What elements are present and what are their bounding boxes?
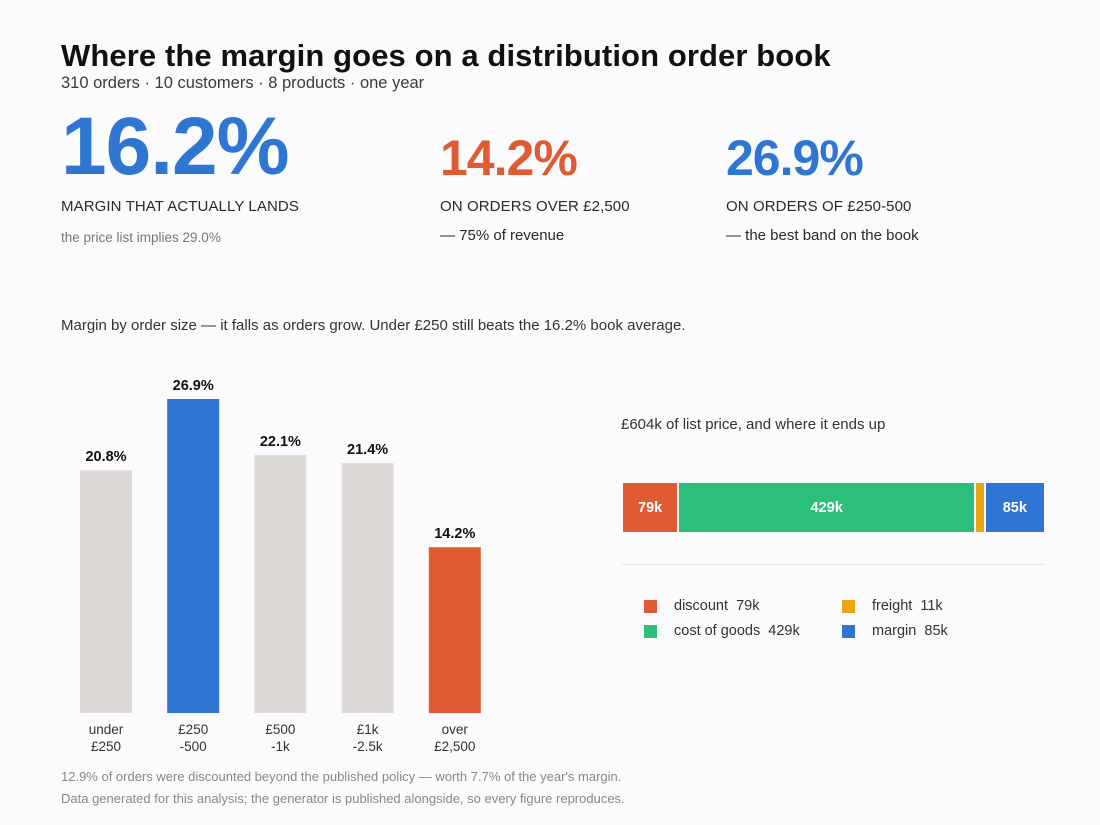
footer-note-discount: 12.9% of orders were discounted beyond t… <box>61 769 622 784</box>
x-tick-label-1-0: £250 <box>178 722 208 737</box>
x-tick-label-4-0: over <box>442 722 469 737</box>
stack-segment-margin: 85k <box>985 483 1044 532</box>
stack-segment-discount: 79k <box>623 483 678 532</box>
kpi-main: 16.2% MARGIN THAT ACTUALLY LANDS the pri… <box>61 101 299 246</box>
stack-segment-label-cost-of-goods: 429k <box>810 499 843 516</box>
page-subtitle: 310 orders · 10 customers · 8 products ·… <box>61 74 425 92</box>
kpi-over-label: ON ORDERS OVER £2,500 <box>440 198 630 215</box>
divider <box>622 564 1044 565</box>
legend-label-discount: discount 79k <box>674 598 760 614</box>
kpi-over-sub: — 75% of revenue <box>440 227 565 244</box>
kpi-best-sub: — the best band on the book <box>726 227 919 244</box>
kpi-best: 26.9% ON ORDERS OF £250-500 — the best b… <box>726 130 919 244</box>
legend-item-cost-of-goods: cost of goods 429k <box>644 623 800 639</box>
bar-4 <box>428 547 481 713</box>
legend-label-margin: margin 85k <box>872 623 948 639</box>
stacked-bar-title: £604k of list price, and where it ends u… <box>621 416 886 433</box>
footer-note-data-source: Data generated for this analysis; the ge… <box>61 791 625 806</box>
bar-data-label-0: 20.8% <box>85 449 126 465</box>
x-tick-label-3-1: -2.5k <box>353 739 383 754</box>
legend-swatch-freight <box>842 599 855 613</box>
x-tick-label-2-0: £500 <box>265 722 295 737</box>
legend-label-cost-of-goods: cost of goods 429k <box>674 623 800 639</box>
x-tick-label-2-1: -1k <box>271 739 290 754</box>
kpi-main-value: 16.2% <box>61 101 290 192</box>
stack-segment-cost-of-goods: 429k <box>679 483 975 532</box>
bar-data-label-3: 21.4% <box>347 442 388 458</box>
bar-data-label-4: 14.2% <box>434 526 475 542</box>
x-tick-label-0-0: under <box>89 722 124 737</box>
bar-data-label-2: 22.1% <box>260 434 301 450</box>
chart-caption: Margin by order size — it falls as order… <box>61 317 686 334</box>
bar-data-label-1: 26.9% <box>173 378 214 394</box>
kpi-best-value: 26.9% <box>726 130 864 186</box>
stack-segment-label-margin: 85k <box>1002 499 1027 516</box>
legend-item-margin: margin 85k <box>842 623 948 639</box>
x-tick-label-1-1: -500 <box>180 739 207 754</box>
bar-2 <box>254 455 307 713</box>
legend-swatch-discount <box>644 599 657 613</box>
legend-swatch-margin <box>842 624 855 638</box>
legend-item-discount: discount 79k <box>644 598 759 614</box>
legend-label-freight: freight 11k <box>872 598 943 614</box>
bar-0 <box>80 470 132 713</box>
kpi-main-label: MARGIN THAT ACTUALLY LANDS <box>61 198 299 215</box>
x-tick-label-0-1: £250 <box>91 739 121 754</box>
x-tick-label-4-1: £2,500 <box>434 739 475 754</box>
kpi-main-note: the price list implies 29.0% <box>61 230 221 245</box>
page-title: Where the margin goes on a distribution … <box>61 38 831 73</box>
x-tick-label-3-0: £1k <box>357 722 379 737</box>
stack-segment-label-discount: 79k <box>638 499 663 516</box>
kpi-over: 14.2% ON ORDERS OVER £2,500 — 75% of rev… <box>440 130 630 244</box>
bar-1 <box>167 399 220 713</box>
order-size-bar-chart: 20.8% under £250 26.9% £250 -500 22.1% £500 -1k 2… <box>80 378 481 754</box>
legend-item-freight: freight 11k <box>842 598 943 614</box>
stack-segment-freight <box>976 483 984 532</box>
legend-swatch-cost-of-goods <box>644 624 657 638</box>
kpi-over-value: 14.2% <box>440 130 578 186</box>
bar-3 <box>341 463 394 713</box>
kpi-best-label: ON ORDERS OF £250-500 <box>726 198 912 215</box>
